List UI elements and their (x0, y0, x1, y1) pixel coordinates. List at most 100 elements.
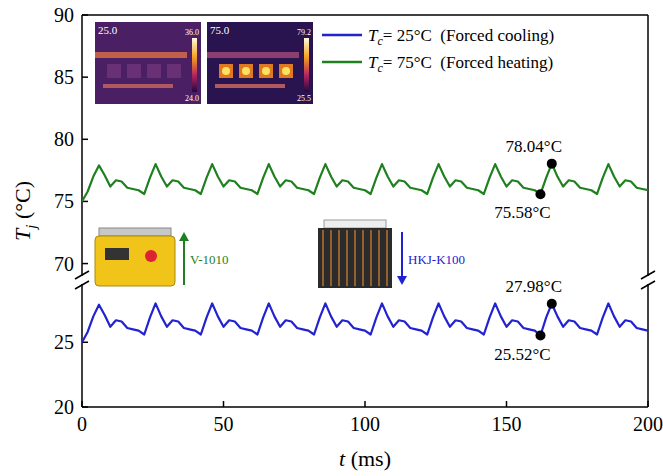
annotation-point (547, 159, 557, 169)
y-tick (82, 139, 88, 141)
y-tick-label: 80 (54, 128, 74, 150)
y-tick (82, 406, 88, 408)
cooler-fin (386, 230, 388, 286)
annotation-point (547, 299, 557, 309)
y-tick-label: 70 (54, 253, 74, 275)
legend-swatch (322, 34, 362, 37)
thermal-max: 79.2 (297, 28, 311, 37)
legend-label: Tc= 75°C (Forced heating) (368, 53, 553, 75)
thermal-hotspot (222, 67, 230, 75)
y-axis-line (81, 15, 83, 276)
thermal-reading: 25.0 (98, 24, 118, 36)
cooler-fin (370, 230, 372, 286)
thermal-colorbar (192, 38, 197, 92)
cooler-fin (354, 230, 356, 286)
cooler-fin (330, 230, 332, 286)
thermal-image: 25.0 36.0 24.0 (95, 22, 201, 104)
x-tick (81, 401, 83, 407)
heater-display (105, 248, 129, 260)
thermal-strip (207, 52, 299, 58)
cooler-plate (324, 220, 386, 228)
y-axis-line (81, 284, 83, 407)
equipment: HKJ-K100 (318, 220, 465, 288)
annotation-label: 27.98°C (506, 277, 562, 296)
heater-knob (145, 250, 157, 262)
thermal-chip (167, 64, 181, 78)
thermal-reading: 75.0 (210, 24, 230, 36)
thermal-bg (95, 22, 201, 104)
plot-area (82, 159, 648, 202)
y-tick (82, 263, 88, 265)
thermal-chip (219, 64, 233, 78)
cooler-body (318, 228, 392, 288)
x-axis-title-part: (ms) (345, 446, 391, 471)
cooler-fin (338, 230, 340, 286)
annotation-point (535, 189, 545, 199)
y-tick-label: 25 (54, 331, 74, 353)
equipment: V-1010 (95, 228, 229, 286)
x-tick (223, 401, 225, 407)
y-axis-title-part: (°C) (10, 181, 35, 225)
y-tick-label: 20 (54, 396, 74, 418)
heater-body (95, 236, 175, 286)
cooler-fin (322, 230, 324, 286)
x-axis-title: t (ms) (339, 446, 391, 471)
thermal-chip (279, 64, 293, 78)
thermal-chip (259, 64, 273, 78)
y-tick (82, 14, 88, 16)
frame-top (82, 14, 648, 16)
thermal-bg (207, 22, 313, 104)
frame-right (647, 284, 649, 407)
frame-right (647, 15, 649, 276)
x-tick-label: 200 (633, 413, 663, 435)
arrow-head (397, 276, 407, 285)
thermal-strip (95, 52, 187, 58)
equipment-label: HKJ-K100 (408, 252, 465, 267)
x-tick (506, 401, 508, 407)
thermal-chip (107, 64, 121, 78)
cooler-fin (362, 230, 364, 286)
y-tick-label: 85 (54, 66, 74, 88)
thermal-hotspot (242, 67, 250, 75)
axis-break (641, 271, 655, 279)
thermal-colorbar (304, 38, 309, 92)
thermal-hotspot (282, 67, 290, 75)
legend-label: Tc= 25°C (Forced cooling) (368, 26, 554, 48)
thermal-chip (147, 64, 161, 78)
y-tick-label: 75 (54, 190, 74, 212)
annotation-point (535, 331, 545, 341)
axis-break (641, 281, 655, 289)
x-tick-label: 50 (214, 413, 234, 435)
annotation-label: 78.04°C (506, 137, 562, 156)
thermal-max: 36.0 (185, 28, 199, 37)
series-line (82, 164, 648, 202)
axis-break (75, 271, 89, 279)
thermal-min: 24.0 (185, 94, 199, 103)
thermal-strip (215, 84, 285, 88)
series-line (82, 303, 648, 342)
cooler-fin (346, 230, 348, 286)
arrow-head (179, 232, 189, 241)
direction-arrow (183, 240, 185, 285)
plot-area (82, 299, 648, 343)
annotation-label: 75.58°C (494, 203, 550, 222)
legend-label-part: = 75°C (Forced heating) (383, 53, 553, 72)
x-tick (647, 401, 649, 407)
chart: 707580859078.04°C75.58°CTj (°C)202505010… (0, 0, 663, 476)
thermal-chip (127, 64, 141, 78)
cooler-fin (378, 230, 380, 286)
x-tick-label: 0 (77, 413, 87, 435)
equipment-label: V-1010 (190, 252, 229, 267)
legend-label-part: = 25°C (Forced cooling) (383, 26, 554, 45)
thermal-image: 75.079.225.5 (207, 22, 313, 104)
thermal-chip (239, 64, 253, 78)
thermal-hotspot (262, 67, 270, 75)
legend: Tc= 25°C (Forced cooling) Tc= 75°C (Force… (322, 26, 554, 75)
heater-plate (99, 228, 171, 236)
y-tick-label: 90 (54, 4, 74, 26)
direction-arrow (401, 232, 403, 277)
x-tick (364, 401, 366, 407)
x-tick-label: 150 (492, 413, 522, 435)
legend-swatch (322, 61, 362, 64)
x-tick-label: 100 (350, 413, 380, 435)
